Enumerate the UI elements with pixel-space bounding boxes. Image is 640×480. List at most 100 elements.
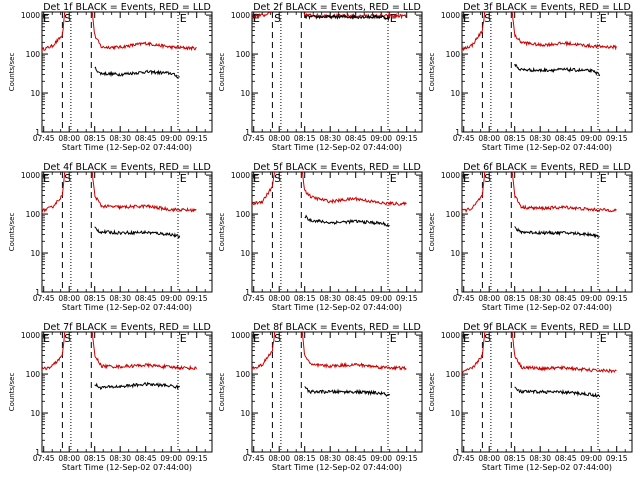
marker-e-left: E [463,12,470,25]
marker-e-right: E [600,12,607,25]
x-tick-label: 08:45 [345,134,367,143]
marker-e-left: E [43,332,50,345]
x-axis-label: Start Time (12-Sep-02 07:44:00) [272,303,402,312]
plot-frame [461,171,633,293]
series-group [42,172,197,239]
marker-s: S [274,12,281,25]
x-axis-label: Start Time (12-Sep-02 07:44:00) [62,303,192,312]
y-tick-label: 100 [236,370,251,379]
y-axis-label: Counts/sec [428,373,436,412]
marker-e-left: E [43,12,50,25]
events-series-line [94,381,181,391]
plot-frame [251,171,423,293]
y-tick-label: 100 [26,210,41,219]
panel-title: Det 9f BLACK = Events, RED = LLD [463,322,631,333]
marker-s: S [484,332,491,345]
x-tick-label: 07:45 [453,294,475,303]
x-tick-label: 07:45 [453,134,475,143]
series-group [462,12,617,77]
marker-e-right: E [180,332,187,345]
y-tick-label: 1 [245,128,250,137]
y-tick-label: 10 [240,409,250,418]
x-tick-label: 08:15 [294,294,316,303]
x-tick-label: 09:00 [160,134,182,143]
lld-series-line [42,172,197,213]
x-tick-label: 08:00 [478,134,500,143]
y-tick-label: 1000 [21,171,40,180]
x-tick-label: 08:45 [555,134,577,143]
x-axis-label: Start Time (12-Sep-02 07:44:00) [62,463,192,472]
x-tick-label: 08:30 [319,454,341,463]
panel-det-4: Det 4f BLACK = Events, RED = LLD 1 10 100 10… [8,162,213,312]
y-axis-label: Counts/sec [8,373,16,412]
x-tick-label: 09:15 [186,454,208,463]
x-tick-label: 07:45 [33,454,55,463]
x-tick-label: 08:45 [345,454,367,463]
x-tick-label: 08:15 [84,294,106,303]
y-tick-label: 1000 [441,331,460,340]
x-tick-label: 08:30 [319,294,341,303]
marker-s: S [64,172,71,185]
y-axis-label: Counts/sec [428,53,436,92]
x-tick-label: 07:45 [243,454,265,463]
panel-title: Det 8f BLACK = Events, RED = LLD [253,322,421,333]
x-tick-label: 08:15 [504,134,526,143]
y-tick-label: 1000 [441,171,460,180]
x-tick-label: 09:15 [186,294,208,303]
x-tick-label: 08:15 [294,454,316,463]
y-tick-label: 10 [450,89,460,98]
plot-frame [41,11,213,133]
y-tick-label: 100 [446,370,461,379]
y-tick-label: 1000 [231,171,250,180]
events-series-line [514,63,601,77]
marker-e-right: E [390,332,397,345]
lld-series-line [462,12,617,52]
x-tick-label: 08:30 [529,134,551,143]
marker-e-right: E [600,172,607,185]
y-tick-label: 1000 [441,11,460,20]
panel-title: Det 7f BLACK = Events, RED = LLD [43,322,211,333]
y-tick-label: 100 [26,370,41,379]
y-tick-label: 10 [450,409,460,418]
y-tick-label: 10 [30,249,40,258]
marker-e-left: E [253,12,260,25]
panel-det-6: Det 6f BLACK = Events, RED = LLD 1 10 100 10… [428,162,633,312]
series-group [252,332,407,397]
panel-det-8: Det 8f BLACK = Events, RED = LLD 1 10 100 10… [218,322,423,472]
panel-det-1: Det 1f BLACK = Events, RED = LLD 1 10 100 10… [8,2,213,152]
y-tick-label: 10 [30,89,40,98]
events-series-line [304,13,391,22]
marker-s: S [64,332,71,345]
x-tick-label: 08:30 [109,134,131,143]
y-axis-label: Counts/sec [218,213,226,252]
y-tick-label: 100 [26,50,41,59]
series-group [42,332,197,391]
x-tick-label: 08:15 [84,454,106,463]
x-tick-label: 09:00 [370,454,392,463]
series-group [462,172,617,239]
plot-frame [251,11,423,133]
y-axis-label: Counts/sec [218,373,226,412]
y-tick-label: 1 [35,288,40,297]
x-tick-label: 07:45 [33,134,55,143]
x-tick-label: 08:00 [268,294,290,303]
x-tick-label: 08:00 [268,454,290,463]
marker-e-left: E [43,172,50,185]
panel-title: Det 3f BLACK = Events, RED = LLD [463,2,631,13]
marker-s: S [274,332,281,345]
marker-s: S [64,12,71,25]
marker-s: S [484,172,491,185]
x-tick-label: 08:45 [555,294,577,303]
series-group [42,12,197,79]
y-tick-label: 1000 [231,331,250,340]
y-tick-label: 1 [35,128,40,137]
x-tick-label: 09:15 [606,294,628,303]
x-tick-label: 09:00 [580,134,602,143]
marker-e-right: E [180,172,187,185]
x-tick-label: 09:00 [370,134,392,143]
x-tick-label: 09:15 [606,454,628,463]
panel-title: Det 2f BLACK = Events, RED = LLD [253,2,421,13]
x-tick-label: 08:00 [268,134,290,143]
marker-e-left: E [463,172,470,185]
plot-frame [41,171,213,293]
